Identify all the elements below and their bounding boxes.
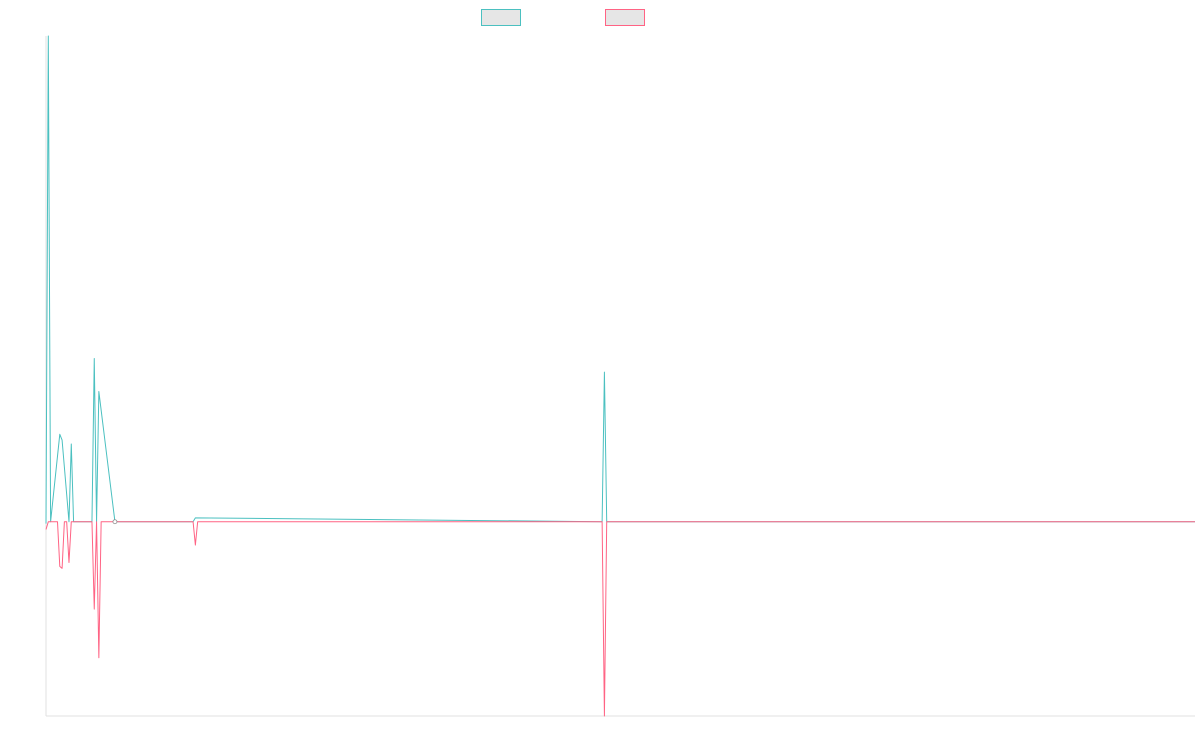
axes [45, 36, 1195, 717]
series-line-2 [45, 521, 1195, 717]
plot-area [45, 35, 1195, 717]
legend[interactable] [481, 9, 645, 26]
series-line-1 [45, 35, 1195, 524]
legend-swatch-1[interactable] [481, 9, 521, 26]
data-point-marker [112, 519, 118, 525]
legend-swatch-2[interactable] [605, 9, 645, 26]
